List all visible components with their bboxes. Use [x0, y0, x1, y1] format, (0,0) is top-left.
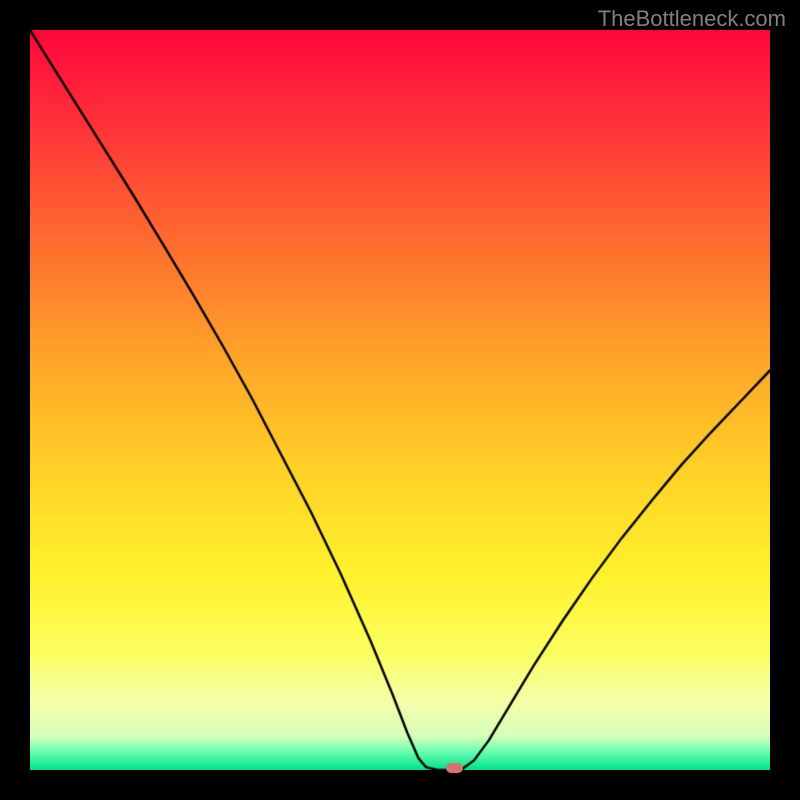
optimum-marker [446, 763, 463, 773]
bottleneck-curve [30, 30, 770, 770]
plot-area [30, 30, 770, 770]
chart-stage: TheBottleneck.com [0, 0, 800, 800]
watermark-label: TheBottleneck.com [598, 6, 786, 32]
